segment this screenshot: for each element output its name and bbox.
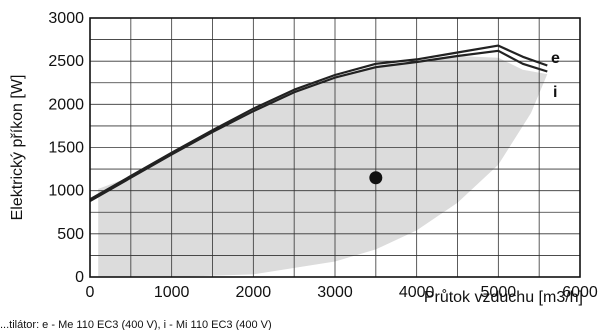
series-label-i: i xyxy=(553,84,557,101)
series-line-i xyxy=(89,49,548,202)
x-tick-label: 4000 xyxy=(399,284,435,301)
label-layer: 0 500 1000 1500 2000 2500 3000 0 1000 2000 3000 400… xyxy=(0,10,598,330)
y-tick-label: 3000 xyxy=(48,10,84,27)
series-line-e xyxy=(89,44,548,201)
x-tick-label: 0 xyxy=(86,284,95,301)
y-tick-label: 2000 xyxy=(48,96,84,113)
series-layer xyxy=(89,44,548,202)
y-tick-label: 0 xyxy=(75,269,84,286)
y-tick-label: 1500 xyxy=(48,140,84,157)
x-tick-label: 1000 xyxy=(154,284,190,301)
footer-note: ...tilátor: e - Me 110 EC3 (400 V), i - … xyxy=(0,319,272,330)
x-tick-label: 5000 xyxy=(481,284,517,301)
operating-region xyxy=(98,56,548,277)
x-tick-label: 2000 xyxy=(236,284,272,301)
y-axis-label: Elektrický příkon [W] xyxy=(9,75,26,221)
x-tick-label: 6000 xyxy=(562,284,598,301)
marker-point xyxy=(369,171,383,185)
plot-frame xyxy=(89,17,581,278)
x-axis-label: Průtok vzduchu [m3/h] xyxy=(424,288,583,306)
operating-region-layer xyxy=(98,56,548,277)
y-tick-label: 500 xyxy=(57,226,84,243)
axis-layer xyxy=(89,17,581,278)
y-tick-label: 2500 xyxy=(48,53,84,70)
series-label-e: e xyxy=(551,50,560,67)
y-tick-label: 1000 xyxy=(48,183,84,200)
x-tick-label: 3000 xyxy=(317,284,353,301)
